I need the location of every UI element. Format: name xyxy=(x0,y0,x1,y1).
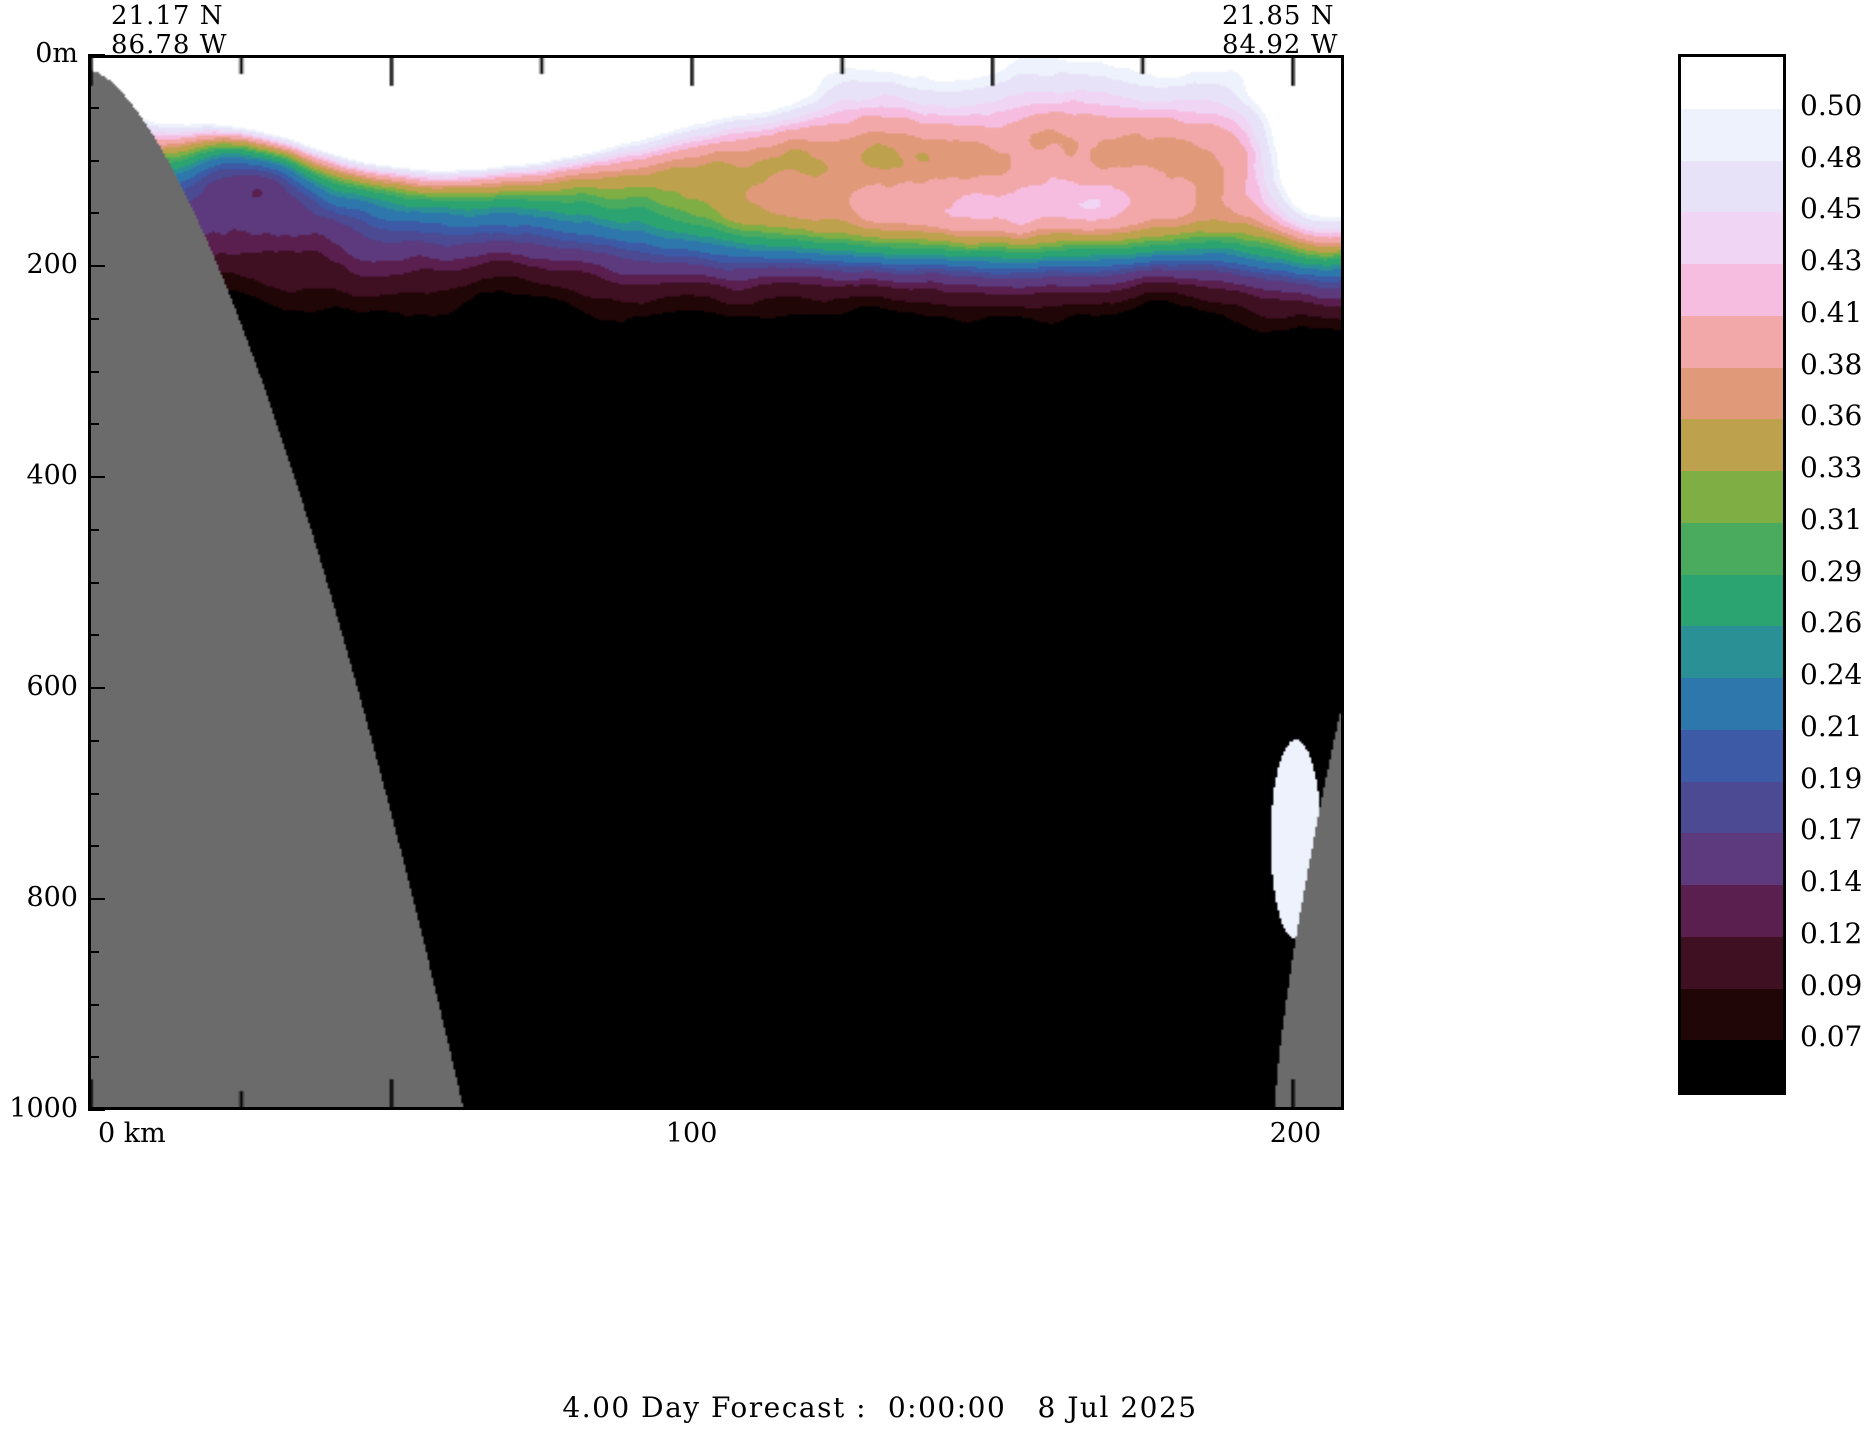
y-tick-label: 600 xyxy=(26,671,78,702)
colorbar-tick-label: 0.24 xyxy=(1800,658,1863,691)
colorbar-swatch xyxy=(1681,1040,1783,1092)
y-axis-tick xyxy=(88,159,99,162)
colorbar-tick-label: 0.19 xyxy=(1800,761,1863,795)
transect-start-coordinates: 21.17 N 86.78 W xyxy=(111,1,228,60)
colorbar-swatch xyxy=(1681,885,1783,937)
y-axis-tick xyxy=(88,1056,99,1059)
colorbar-tick-label: 0.36 xyxy=(1800,399,1863,433)
y-axis-tick xyxy=(88,845,99,848)
forecast-caption: 4.00 Day Forecast : 0:00:00 8 Jul 2025 xyxy=(562,1391,1198,1424)
y-axis-tick xyxy=(88,106,99,109)
colorbar-tick-label: 0.41 xyxy=(1800,295,1863,329)
y-axis-tick xyxy=(88,317,99,320)
colorbar-tick-label: 0.29 xyxy=(1800,554,1863,588)
y-tick-label: 400 xyxy=(26,460,78,491)
colorbar-swatch xyxy=(1681,936,1783,989)
cross-section-plot xyxy=(88,55,1344,1110)
y-axis-tick xyxy=(88,528,99,531)
colorbar-swatch xyxy=(1681,108,1783,161)
y-tick-label: 800 xyxy=(26,882,78,913)
x-tick-label: 100 xyxy=(665,1118,718,1149)
colorbar-swatch xyxy=(1681,160,1783,213)
y-axis-tick xyxy=(88,950,99,953)
colorbar-swatch xyxy=(1681,419,1783,471)
colorbar-swatch xyxy=(1681,264,1783,316)
y-axis-tick xyxy=(88,739,99,742)
colorbar-tick-label: 0.48 xyxy=(1800,140,1863,174)
colorbar-swatch xyxy=(1681,988,1783,1041)
y-axis-tick xyxy=(88,792,99,795)
y-tick-label: 0m xyxy=(35,38,78,69)
colorbar-swatch xyxy=(1681,574,1783,627)
colorbar-labels: 0.50 0.48 0.45 0.43 0.41 0.38 0.36 0.33 0.31 0.29… xyxy=(1800,54,1865,1095)
colorbar-swatch xyxy=(1681,471,1783,523)
y-axis-tick xyxy=(88,476,105,478)
colorbar-swatch xyxy=(1681,367,1783,420)
colorbar-tick-label: 0.33 xyxy=(1800,451,1863,484)
y-axis-tick xyxy=(88,212,99,215)
colorbar-tick-label: 0.12 xyxy=(1800,916,1863,950)
y-axis-tick xyxy=(88,423,99,426)
colorbar-swatch xyxy=(1681,729,1783,782)
transect-end-coordinates: 21.85 N 84.92 W xyxy=(1222,1,1339,60)
colorbar-swatch xyxy=(1681,522,1783,575)
colorbar-tick-label: 0.43 xyxy=(1800,244,1863,277)
y-axis-tick xyxy=(88,265,105,267)
y-axis-tick xyxy=(88,687,105,689)
colorbar-swatch xyxy=(1681,833,1783,885)
colorbar-tick-label: 0.21 xyxy=(1800,709,1863,743)
colorbar-swatch xyxy=(1681,57,1783,109)
colorbar-tick-label: 0.17 xyxy=(1800,813,1863,847)
colorbar-swatch xyxy=(1681,678,1783,730)
y-axis-tick xyxy=(88,581,99,584)
y-tick-label: 200 xyxy=(26,249,78,280)
contour-field xyxy=(91,58,1341,1107)
y-axis-tick xyxy=(88,634,99,637)
colorbar-tick-label: 0.07 xyxy=(1800,1020,1863,1054)
y-axis-tick xyxy=(88,370,99,373)
x-tick-label: 0 km xyxy=(98,1118,166,1149)
colorbar-swatch xyxy=(1681,626,1783,678)
x-tick-label: 200 xyxy=(1269,1118,1322,1149)
colorbar-tick-label: 0.31 xyxy=(1800,502,1863,536)
colorbar-tick-label: 0.38 xyxy=(1800,347,1863,381)
y-axis-tick xyxy=(88,1003,99,1006)
colorbar-swatch xyxy=(1681,315,1783,368)
y-axis-tick xyxy=(88,898,105,900)
colorbar-tick-label: 0.09 xyxy=(1800,968,1863,1002)
y-axis-tick xyxy=(88,54,105,56)
colorbar-tick-label: 0.26 xyxy=(1800,606,1863,640)
y-axis-tick xyxy=(88,1109,105,1111)
colorbar-swatch xyxy=(1681,212,1783,264)
colorbar xyxy=(1678,54,1786,1095)
colorbar-swatch xyxy=(1681,781,1783,834)
y-tick-label: 1000 xyxy=(9,1093,78,1124)
colorbar-tick-label: 0.14 xyxy=(1800,865,1863,898)
colorbar-tick-label: 0.45 xyxy=(1800,192,1863,226)
colorbar-tick-label: 0.50 xyxy=(1800,88,1863,122)
